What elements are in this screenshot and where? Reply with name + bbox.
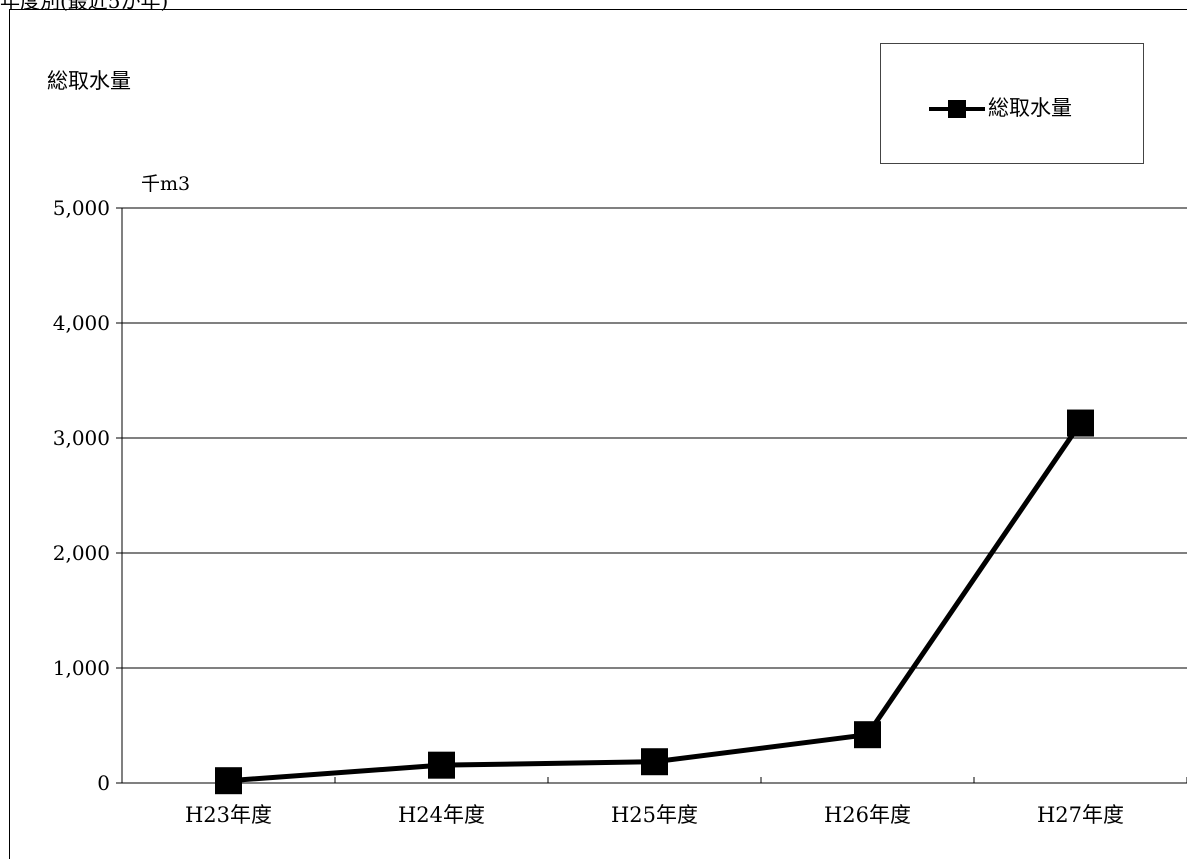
legend-entry-label: 総取水量 bbox=[988, 96, 1072, 120]
data-point-marker bbox=[641, 748, 668, 776]
gridlines bbox=[122, 207, 1187, 669]
x-tick-label: H24年度 bbox=[398, 803, 485, 827]
axes bbox=[116, 207, 1187, 784]
x-tick-labels: H23年度 H24年度 H25年度 H26年度 H27年度 bbox=[185, 803, 1124, 827]
y-tick-label: 3,000 bbox=[53, 426, 110, 450]
x-tick-label: H23年度 bbox=[185, 803, 272, 827]
y-tick-label: 1,000 bbox=[53, 656, 110, 680]
y-tick-label: 4,000 bbox=[53, 311, 110, 335]
y-tick-label: 5,000 bbox=[53, 196, 110, 220]
data-point-marker bbox=[215, 767, 242, 795]
data-point-marker bbox=[428, 751, 455, 779]
series-line bbox=[228, 421, 1083, 784]
y-tick-label: 2,000 bbox=[53, 541, 110, 565]
x-tick-label: H27年度 bbox=[1037, 803, 1124, 827]
x-tick-label: H25年度 bbox=[611, 803, 698, 827]
chart-title: 総取水量 bbox=[47, 69, 131, 93]
x-tick-label: H26年度 bbox=[824, 803, 911, 827]
series-layer bbox=[215, 409, 1094, 795]
y-tick-label: 0 bbox=[97, 771, 110, 795]
y-tick-labels: 0 1,000 2,000 3,000 4,000 5,000 bbox=[53, 196, 110, 795]
data-point-marker bbox=[1067, 409, 1094, 437]
chart-frame bbox=[9, 9, 1187, 859]
y-axis-unit-label: 千m3 bbox=[141, 173, 191, 195]
legend-square-marker-icon bbox=[948, 100, 966, 118]
data-point-marker bbox=[854, 721, 881, 749]
chart-legend: 総取水量 bbox=[880, 43, 1144, 164]
page-title: 年度別(最近5か年) bbox=[0, 0, 169, 13]
